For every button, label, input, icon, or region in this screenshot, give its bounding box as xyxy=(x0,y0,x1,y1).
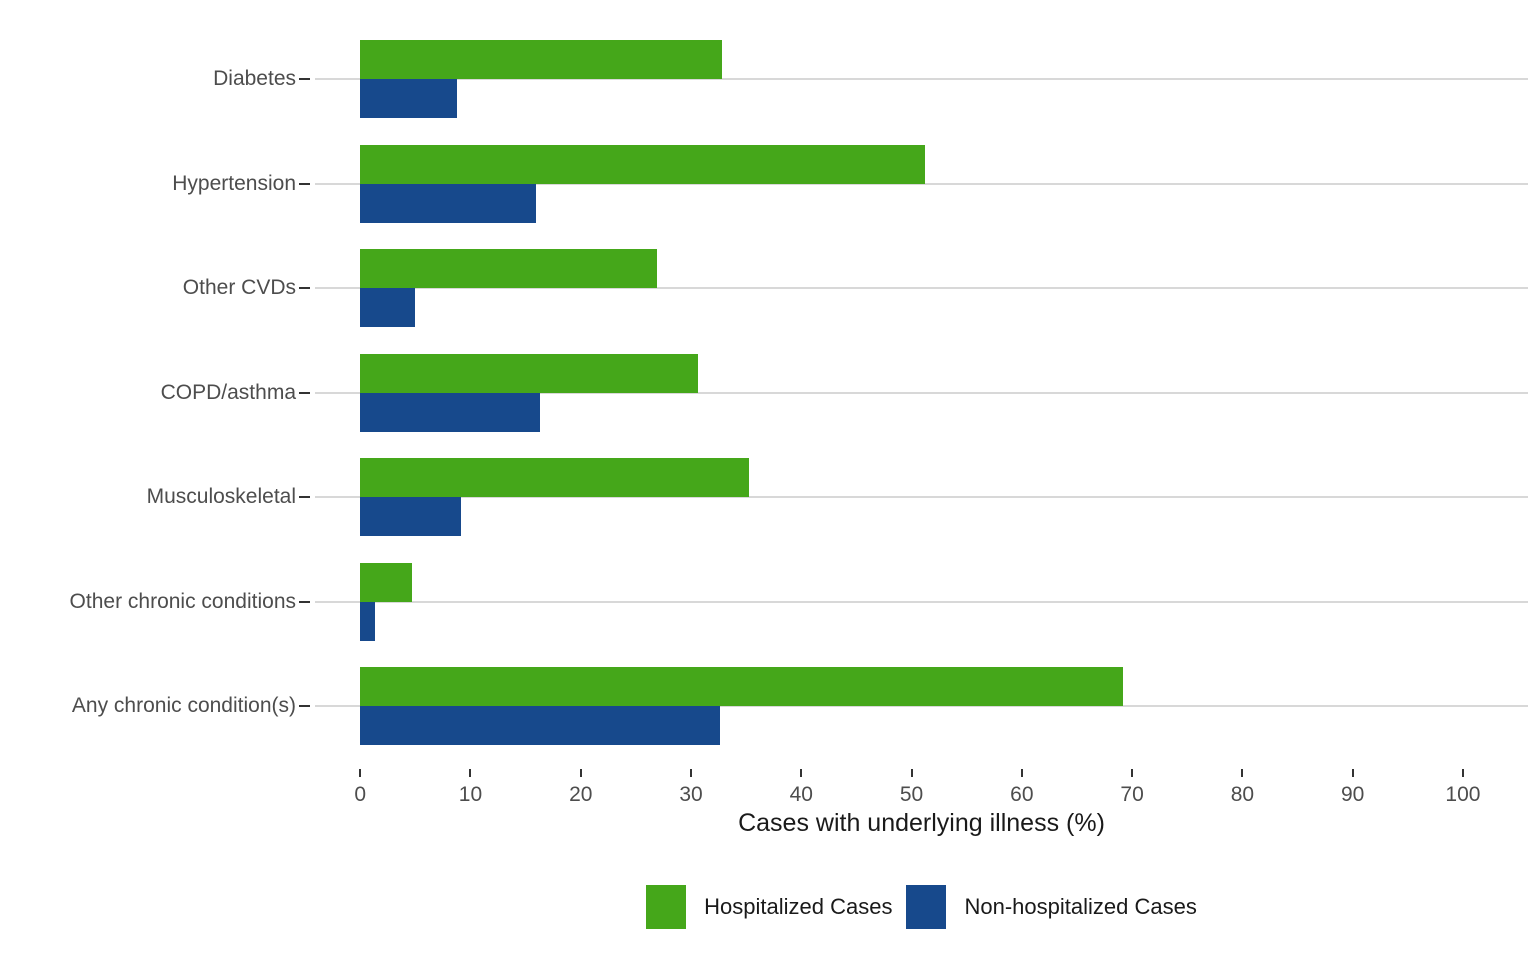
y-axis-label: Other chronic conditions xyxy=(69,589,296,613)
x-axis-tick xyxy=(1241,769,1244,777)
bar-hospitalized-cases xyxy=(360,249,657,288)
bar-hospitalized-cases xyxy=(360,458,750,497)
y-axis-tick xyxy=(299,391,310,394)
gridline-y xyxy=(315,182,1528,185)
x-axis-tick-label: 50 xyxy=(899,783,924,806)
y-axis-tick xyxy=(299,496,310,498)
legend-label: Non-hospitalized Cases xyxy=(964,894,1197,919)
x-axis-tick xyxy=(690,769,693,777)
bar-hospitalized-cases xyxy=(360,40,722,79)
x-axis-tick xyxy=(1020,769,1023,777)
x-axis-tick-label: 0 xyxy=(354,783,367,806)
x-axis-tick-label: 60 xyxy=(1010,783,1034,806)
x-axis-tick xyxy=(359,769,362,777)
legend-key-hospitalized-cases xyxy=(646,885,687,929)
legend-item: Non-hospitalized Cases xyxy=(906,885,1197,929)
x-axis-tick xyxy=(1461,769,1464,777)
x-axis-tick xyxy=(469,769,472,777)
y-axis-label: COPD/asthma xyxy=(160,380,296,404)
x-axis-tick xyxy=(1351,769,1354,777)
x-axis-tick xyxy=(579,769,582,777)
gridline-y xyxy=(315,705,1528,707)
bar-non-hospitalized-cases xyxy=(360,392,540,432)
legend-key-non-hospitalized-cases xyxy=(906,885,947,929)
x-axis-tick xyxy=(1131,769,1134,777)
x-axis-title: Cases with underlying illness (%) xyxy=(738,809,1105,837)
x-axis-tick xyxy=(800,769,803,777)
bar-hospitalized-cases xyxy=(360,144,925,184)
legend: Hospitalized Cases Non-hospitalized Cases xyxy=(315,883,1528,931)
y-axis-label: Hypertension xyxy=(172,171,296,195)
bar-non-hospitalized-cases xyxy=(360,183,536,223)
y-axis-tick xyxy=(299,287,310,289)
bar-non-hospitalized-cases xyxy=(360,79,458,118)
gridline-y xyxy=(315,287,1528,289)
bar-hospitalized-cases xyxy=(360,353,698,393)
gridline-y xyxy=(315,78,1528,80)
bar-non-hospitalized-cases xyxy=(360,601,375,641)
gridline-y xyxy=(315,496,1528,498)
x-axis-tick-label: 70 xyxy=(1120,783,1144,806)
bar-hospitalized-cases xyxy=(360,667,1124,706)
gridline-y xyxy=(315,600,1528,603)
bar-hospitalized-cases xyxy=(360,562,413,602)
x-axis-tick-label: 30 xyxy=(679,783,703,806)
gridline-y xyxy=(315,391,1528,394)
y-axis-label: Musculoskeletal xyxy=(146,485,296,508)
y-axis-label: Any chronic condition(s) xyxy=(71,694,296,717)
x-axis-tick-label: 10 xyxy=(458,783,483,806)
y-axis-label: Other CVDs xyxy=(182,276,296,299)
y-axis-tick xyxy=(299,600,310,603)
x-axis-tick xyxy=(910,769,913,777)
bar-non-hospitalized-cases xyxy=(360,706,720,745)
y-axis-tick xyxy=(299,705,310,707)
x-axis-tick-label: 90 xyxy=(1340,783,1365,806)
x-axis-tick-label: 80 xyxy=(1230,783,1255,806)
y-axis-tick xyxy=(299,78,310,80)
bar-non-hospitalized-cases xyxy=(360,497,461,536)
x-axis-tick-label: 100 xyxy=(1445,783,1481,806)
bar-non-hospitalized-cases xyxy=(360,288,416,327)
y-axis-tick xyxy=(299,182,310,185)
x-axis-tick-label: 40 xyxy=(789,783,813,806)
legend-label: Hospitalized Cases xyxy=(704,894,893,919)
x-axis-tick-label: 20 xyxy=(569,783,593,806)
y-axis-label: Diabetes xyxy=(213,67,296,90)
legend-item: Hospitalized Cases xyxy=(646,885,892,929)
